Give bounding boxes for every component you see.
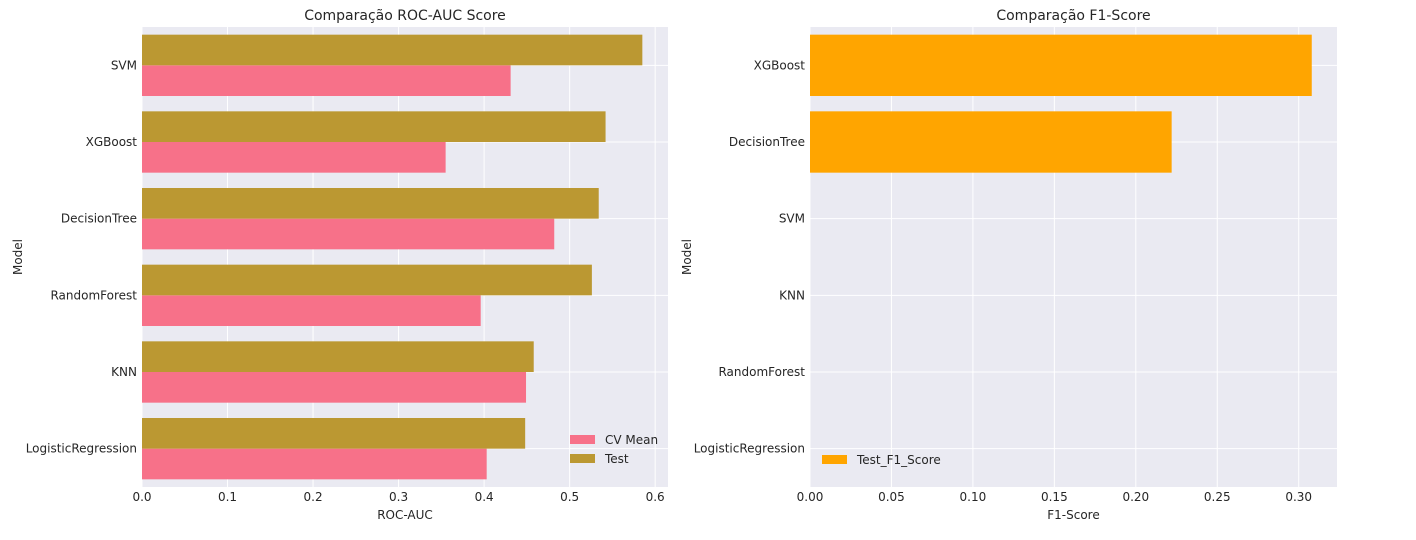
x-tick-label: 0.10 — [960, 490, 987, 504]
y-tick-label: KNN — [779, 288, 805, 302]
y-tick-label: LogisticRegression — [26, 442, 137, 456]
chart-title: Comparação F1-Score — [996, 8, 1150, 24]
legend-label: CV Mean — [605, 433, 658, 447]
y-tick-label: SVM — [779, 212, 805, 226]
y-tick-label: DecisionTree — [61, 212, 137, 226]
bar — [142, 65, 511, 96]
x-tick-label: 0.0 — [132, 490, 151, 504]
legend-label: Test_F1_Score — [856, 453, 941, 467]
y-tick-label: DecisionTree — [729, 135, 805, 149]
x-axis-label: F1-Score — [1047, 508, 1099, 522]
bar — [810, 111, 1172, 173]
y-tick-label: XGBoost — [86, 135, 138, 149]
y-tick-label: RandomForest — [718, 365, 805, 379]
bar — [142, 295, 481, 326]
bar — [142, 418, 526, 449]
bar — [142, 142, 446, 173]
x-tick-label: 0.6 — [646, 490, 665, 504]
y-axis-label: Model — [680, 239, 694, 275]
x-tick-label: 0.1 — [218, 490, 237, 504]
legend: CV Mean Test — [570, 433, 658, 466]
legend: Test_F1_Score — [822, 453, 941, 467]
x-tick-label: 0.4 — [475, 490, 494, 504]
y-tick-label: XGBoost — [754, 58, 806, 72]
y-tick-label: LogisticRegression — [694, 442, 805, 456]
x-tick-label: 0.15 — [1041, 490, 1068, 504]
bar — [810, 34, 1312, 96]
x-tick-label: 0.3 — [389, 490, 408, 504]
x-tick-label: 0.05 — [878, 490, 905, 504]
bar — [142, 372, 527, 403]
x-tick-label: 0.2 — [304, 490, 323, 504]
x-axis-label: ROC-AUC — [377, 508, 433, 522]
plot-area — [142, 27, 668, 487]
legend-swatch — [822, 455, 847, 464]
x-tick-label: 0.20 — [1122, 490, 1149, 504]
chart-title: Comparação ROC-AUC Score — [304, 8, 506, 24]
y-tick-label: SVM — [111, 58, 137, 72]
bar — [142, 218, 555, 250]
x-tick-label: 0.5 — [560, 490, 579, 504]
chart-panel-roc-auc: 0.0 0.1 0.2 0.3 0.4 0.5 0.6 LogisticRegression K… — [11, 8, 668, 522]
bar — [142, 111, 606, 142]
plot-area — [810, 27, 1337, 487]
bar — [142, 188, 599, 219]
bar — [142, 264, 592, 296]
y-axis-label: Model — [11, 239, 25, 275]
y-tick-label: KNN — [111, 365, 137, 379]
legend-label: Test — [604, 452, 629, 466]
legend-swatch — [570, 454, 595, 463]
legend-swatch — [570, 435, 595, 444]
bar — [142, 341, 534, 372]
bar — [142, 448, 487, 480]
chart-panel-f1-score: 0.00 0.05 0.10 0.15 0.20 0.25 0.30 LogisticRegr… — [680, 8, 1337, 522]
x-tick-label: 0.25 — [1204, 490, 1231, 504]
x-tick-label: 0.00 — [797, 490, 824, 504]
x-tick-label: 0.30 — [1285, 490, 1312, 504]
bar — [142, 34, 643, 66]
y-tick-label: RandomForest — [50, 288, 137, 302]
